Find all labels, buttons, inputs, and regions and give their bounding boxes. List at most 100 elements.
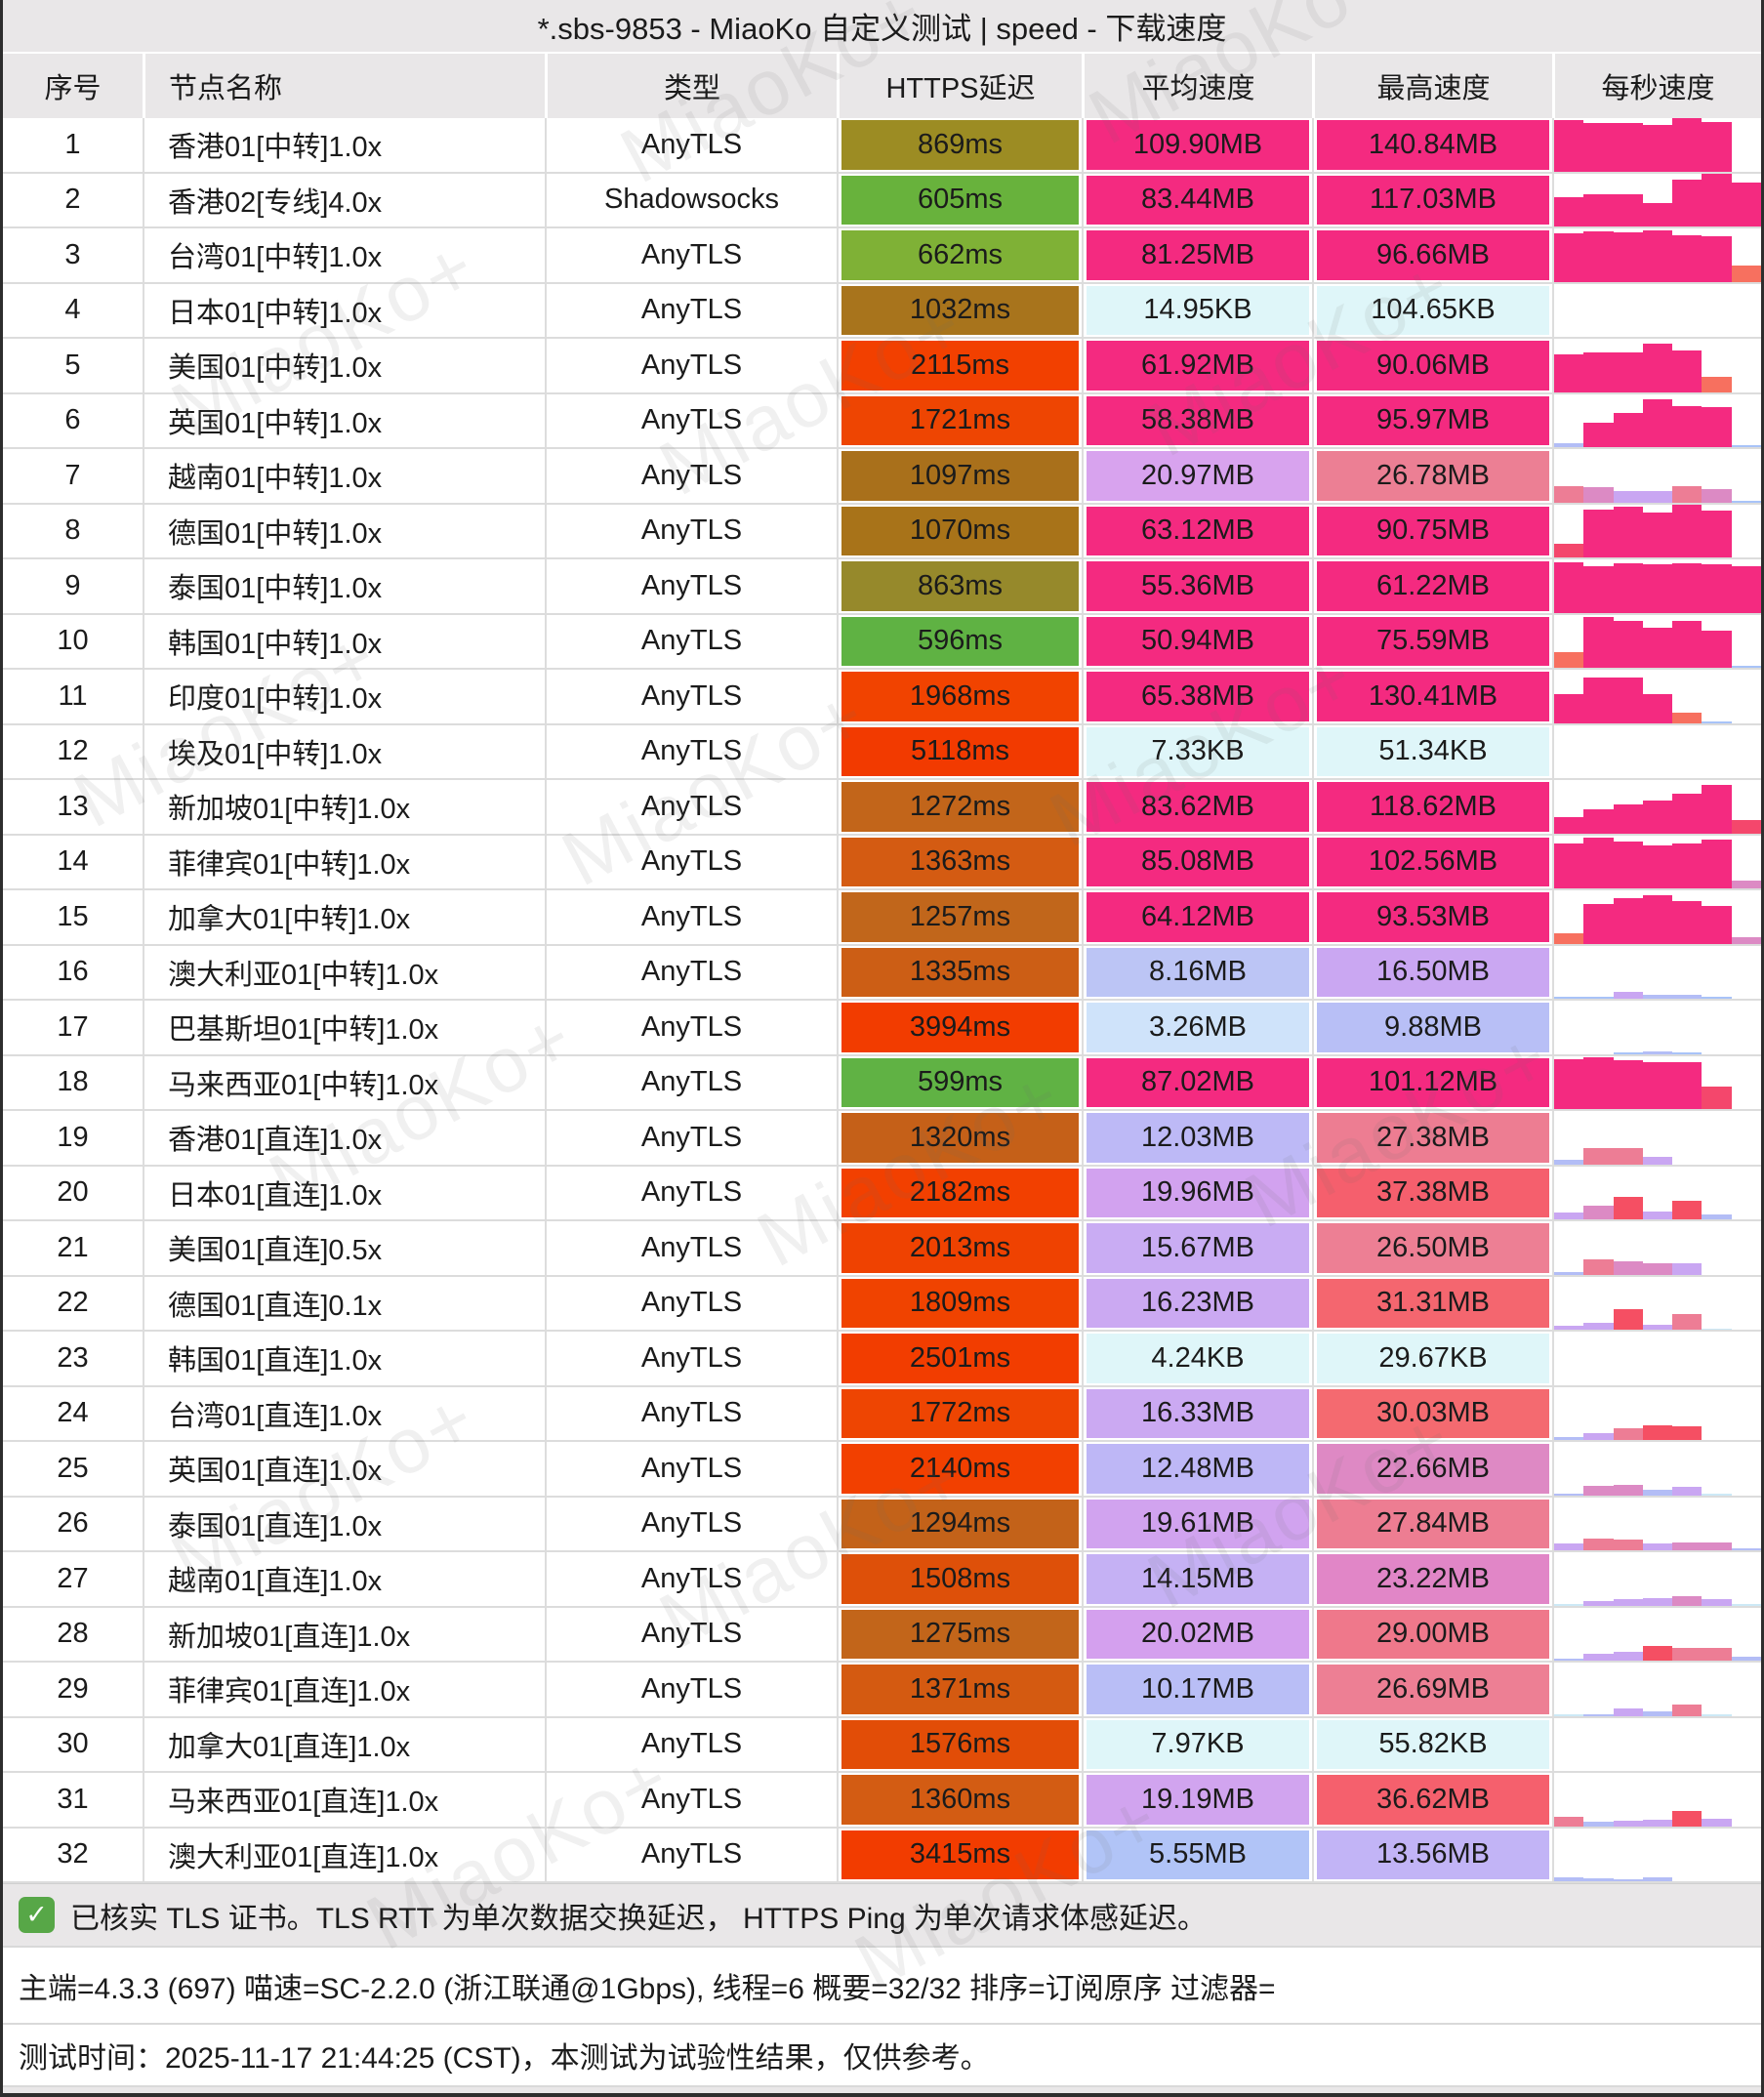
sparkline-bar [1583,1001,1613,1054]
latency-cell: 1320ms [837,1111,1082,1165]
max-speed-cell: 29.00MB [1312,1607,1552,1661]
speed-sparkline [1552,1773,1761,1827]
row-index: 14 [57,845,89,878]
sparkline-bar [1642,1387,1673,1440]
row-index: 7 [64,459,81,491]
latency-cell: 2013ms [837,1221,1082,1275]
sparkline-bar [1672,1718,1702,1772]
sparkline-bar [1702,780,1732,834]
sparkline-bar [1583,1277,1614,1330]
sparkline-bar [1614,1332,1643,1385]
node-type: AnyTLS [545,1055,837,1109]
sparkline-bar [1702,725,1731,779]
latency-cell: 1968ms [837,670,1082,723]
latency-cell: 1275ms [837,1607,1082,1661]
sparkline-bar [1702,1663,1732,1716]
sparkline-bar [1672,946,1702,999]
footer-tls-note: ✓ 已核实 TLS 证书。TLS RTT 为单次数据交换延迟， HTTPS Pi… [3,1883,1761,1946]
sparkline-bar [1702,1718,1731,1772]
sparkline-bar [1732,1332,1761,1385]
node-type: AnyTLS [545,1221,837,1275]
node-name: 菲律宾01[中转]1.0x [143,835,545,888]
node-name: 台湾01[直连]1.0x [143,1386,545,1440]
footer-tls-text: 已核实 TLS 证书。TLS RTT 为单次数据交换延迟， HTTPS Ping… [70,1902,1207,1935]
avg-speed-cell: 8.16MB [1082,945,1312,999]
node-type: AnyTLS [545,393,837,447]
node-type: AnyTLS [545,1663,837,1716]
table-row: 14 菲律宾01[中转]1.0x AnyTLS 1363ms 85.08MB 102.56… [3,835,1761,890]
sparkline-bar [1642,1001,1673,1054]
table-row: 9 泰国01[中转]1.0x AnyTLS 863ms 55.36MB 61.22MB [3,559,1761,615]
sparkline-bar [1613,1056,1643,1109]
sparkline-bar [1702,1111,1731,1165]
sparkline-bar [1672,670,1702,723]
avg-speed-cell: 7.33KB [1082,724,1312,778]
node-name: 新加坡01[中转]1.0x [143,780,545,834]
table-row: 16 澳大利亚01[中转]1.0x AnyTLS 1335ms 8.16MB 16.50M… [3,945,1761,1001]
sparkline-bar [1613,1387,1643,1440]
speed-sparkline [1552,559,1761,613]
avg-speed-cell: 16.33MB [1082,1386,1312,1440]
latency-cell: 662ms [837,228,1082,282]
speed-sparkline [1552,1663,1761,1716]
max-speed-cell: 61.22MB [1312,559,1552,613]
sparkline-bar [1613,890,1643,944]
sparkline-bar [1554,725,1583,779]
avg-speed-cell: 5.55MB [1082,1828,1312,1881]
sparkline-bar [1554,1442,1584,1496]
max-speed-cell: 22.66MB [1312,1442,1552,1496]
table-row: 19 香港01[直连]1.0x AnyTLS 1320ms 12.03MB 27.38MB [3,1111,1761,1167]
row-index: 3 [64,238,81,270]
speed-sparkline [1552,118,1761,172]
latency-cell: 1371ms [837,1663,1082,1716]
sparkline-bar [1583,1167,1614,1219]
avg-speed-cell: 19.61MB [1082,1497,1312,1550]
sparkline-bar [1642,1277,1673,1330]
sparkline-bar [1554,228,1584,282]
sparkline-bar [1642,1442,1673,1496]
node-name: 澳大利亚01[直连]1.0x [143,1828,545,1881]
latency-cell: 2115ms [837,339,1082,392]
max-speed-cell: 27.84MB [1312,1497,1552,1550]
footer-meta: 主端=4.3.3 (697) 喵速=SC-2.2.0 (浙江联通@1Gbps),… [3,1946,1761,2023]
node-name: 台湾01[中转]1.0x [143,228,545,282]
sparkline-bar [1732,1663,1761,1716]
row-index: 1 [64,128,81,160]
max-speed-cell: 29.67KB [1312,1332,1552,1385]
row-index: 21 [57,1231,89,1263]
node-name: 巴基斯坦01[中转]1.0x [143,1001,545,1054]
speed-sparkline [1552,1828,1761,1882]
sparkline-bar [1642,228,1673,282]
sparkline-bar [1554,174,1584,226]
avg-speed-cell: 85.08MB [1082,835,1312,888]
sparkline-bar [1642,1221,1673,1275]
node-name: 新加坡01[直连]1.0x [143,1607,545,1661]
sparkline-bar [1583,1829,1614,1881]
sparkline-bar [1642,670,1673,723]
max-speed-cell: 130.41MB [1312,670,1552,723]
node-type: Shadowsocks [545,173,837,226]
sparkline-bar [1702,1056,1732,1109]
node-type: AnyTLS [545,1717,837,1771]
max-speed-cell: 101.12MB [1312,1055,1552,1109]
latency-cell: 1576ms [837,1717,1082,1771]
sparkline-bar [1613,1829,1643,1881]
sparkline-bar [1554,284,1583,338]
sparkline-bar [1702,1221,1731,1275]
table-row: 10 韩国01[中转]1.0x AnyTLS 596ms 50.94MB 75.59MB [3,614,1761,670]
row-index: 2 [64,184,81,216]
sparkline-bar [1732,1829,1761,1882]
row-index: 6 [64,404,81,436]
sparkline-bar [1672,284,1702,338]
sparkline-bar [1732,725,1761,779]
sparkline-bar [1731,174,1761,226]
sparkline-bar [1642,946,1673,999]
col-header-per-second: 每秒速度 [1552,54,1761,118]
sparkline-bar [1613,505,1643,557]
table-row: 12 埃及01[中转]1.0x AnyTLS 5118ms 7.33KB 51.34KB [3,724,1761,780]
node-type: AnyTLS [545,1276,837,1330]
avg-speed-cell: 50.94MB [1082,614,1312,668]
sparkline-bar [1583,946,1614,999]
latency-cell: 2182ms [837,1166,1082,1219]
